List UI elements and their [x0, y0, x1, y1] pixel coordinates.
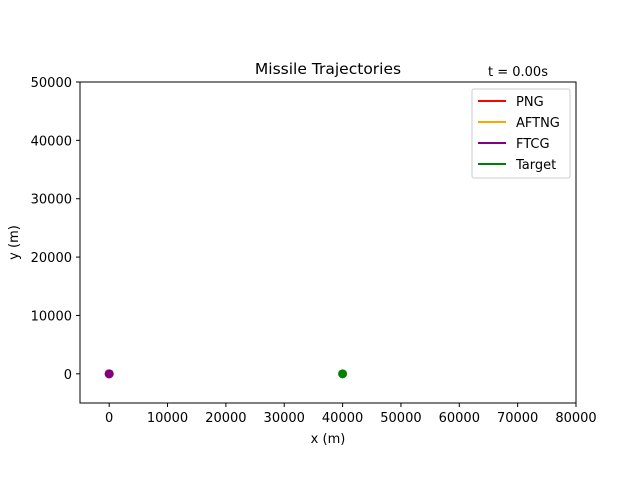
- y-ticks: 0 10000 20000 30000 40000 50000: [31, 76, 80, 383]
- legend-box: [471, 88, 571, 179]
- x-tick-label: 70000: [497, 411, 538, 426]
- plot-area-frame: [79, 81, 577, 404]
- x-tick-label: 30000: [264, 411, 305, 426]
- y-tick-label: 30000: [31, 193, 72, 208]
- x-axis-label: x (m): [311, 432, 346, 447]
- chart-title: Missile Trajectories: [255, 60, 401, 78]
- y-tick-label: 10000: [31, 309, 72, 324]
- series-point-ftcg: [104, 369, 114, 379]
- x-tick-label: 40000: [322, 411, 363, 426]
- y-tick-label: 20000: [31, 251, 72, 266]
- y-axis-label: y (m): [7, 225, 22, 260]
- legend-items: PNG AFTNG FTCG Target: [478, 95, 560, 173]
- x-tick-label: 80000: [555, 411, 596, 426]
- legend-label-target: Target: [515, 158, 556, 173]
- legend-label-png: PNG: [516, 95, 544, 110]
- marks-layer: [104, 369, 348, 379]
- x-ticks: 0 10000 20000 30000 40000 50000 60000 70000 8000…: [105, 403, 597, 426]
- legend-label-ftcg: FTCG: [516, 137, 550, 152]
- legend-label-aftng: AFTNG: [516, 116, 560, 131]
- y-tick-label: 50000: [31, 76, 72, 91]
- legend: PNG AFTNG FTCG Target: [471, 88, 571, 179]
- y-tick-label: 40000: [31, 134, 72, 149]
- y-tick-label: 0: [64, 368, 72, 383]
- x-tick-label: 10000: [147, 411, 188, 426]
- x-tick-label: 50000: [380, 411, 421, 426]
- x-tick-label: 20000: [205, 411, 246, 426]
- x-tick-label: 60000: [439, 411, 480, 426]
- x-tick-label: 0: [105, 411, 113, 426]
- time-annotation: t = 0.00s: [488, 65, 548, 80]
- series-point-target: [338, 369, 348, 379]
